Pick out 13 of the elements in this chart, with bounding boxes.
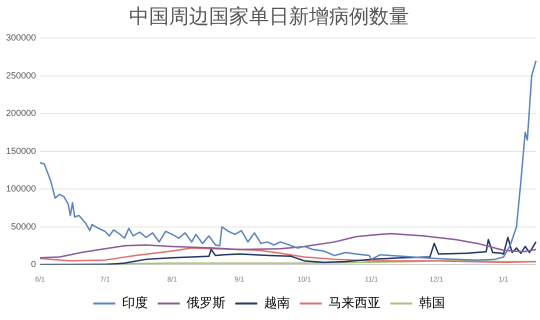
y-tick-label: 250000 — [6, 70, 36, 80]
legend-label: 越南 — [264, 296, 290, 311]
y-tick-label: 0 — [31, 259, 36, 270]
y-tick-label: 150000 — [6, 146, 36, 156]
y-tick-label: 100000 — [6, 184, 36, 194]
legend-label: 韩国 — [418, 296, 445, 311]
legend-label: 马来西亚 — [328, 296, 380, 311]
chart-title: 中国周边国家单日新增病例数量 — [129, 4, 409, 28]
y-tick-label: 200000 — [6, 108, 36, 118]
y-tick-label: 300000 — [6, 32, 36, 42]
y-tick-label: 50000 — [11, 221, 36, 232]
legend-label: 俄罗斯 — [186, 296, 226, 311]
legend-label: 印度 — [122, 294, 148, 311]
